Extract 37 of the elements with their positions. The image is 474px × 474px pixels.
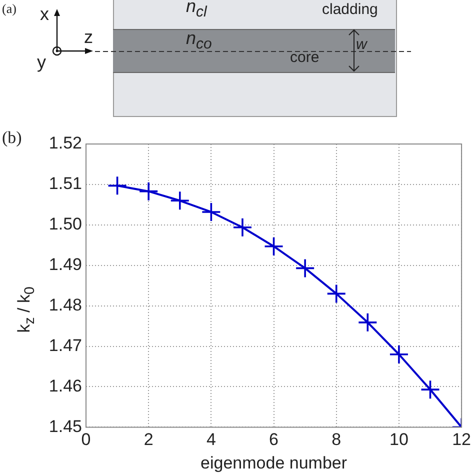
y-tick-label: 1.51 [48,174,82,194]
text: x [40,4,49,26]
point [170,190,190,211]
text: y [37,52,46,74]
point [358,312,378,332]
point [326,284,346,304]
x-tick-label: 0 [81,430,91,450]
y-tick-label: 1.46 [48,376,82,396]
y-tick-label: 1.50 [48,214,82,234]
point [295,258,315,278]
y-tick-label: 1.49 [48,255,82,274]
text: n$_{co}$ [186,28,212,54]
x-tick-label: 12 [452,430,472,450]
x-tick-label: 6 [269,430,279,450]
point [264,236,284,256]
text: (b) [2,128,22,148]
point [201,202,222,222]
point [232,217,252,238]
point [107,176,128,196]
y-tick-label: 1.47 [48,336,82,355]
text: w [356,36,367,54]
x-tick-label: 8 [332,430,342,450]
text: z [84,27,93,49]
point [420,380,440,400]
x-axis-title: eigenmode number [200,453,348,472]
x-tick-label: 10 [389,430,408,450]
point [138,181,158,202]
x-tick-label: 4 [206,430,216,450]
text: (a) [2,1,16,17]
y-tick-label: 1.52 [48,134,82,153]
point [389,344,409,364]
y-tick-label: 1.48 [48,296,82,315]
x-tick-label: 2 [144,430,154,450]
y-tick-label: 1.45 [48,416,82,436]
text: n$_{cl}$ [186,0,207,22]
text: cladding [322,1,378,19]
text: core [290,49,320,67]
